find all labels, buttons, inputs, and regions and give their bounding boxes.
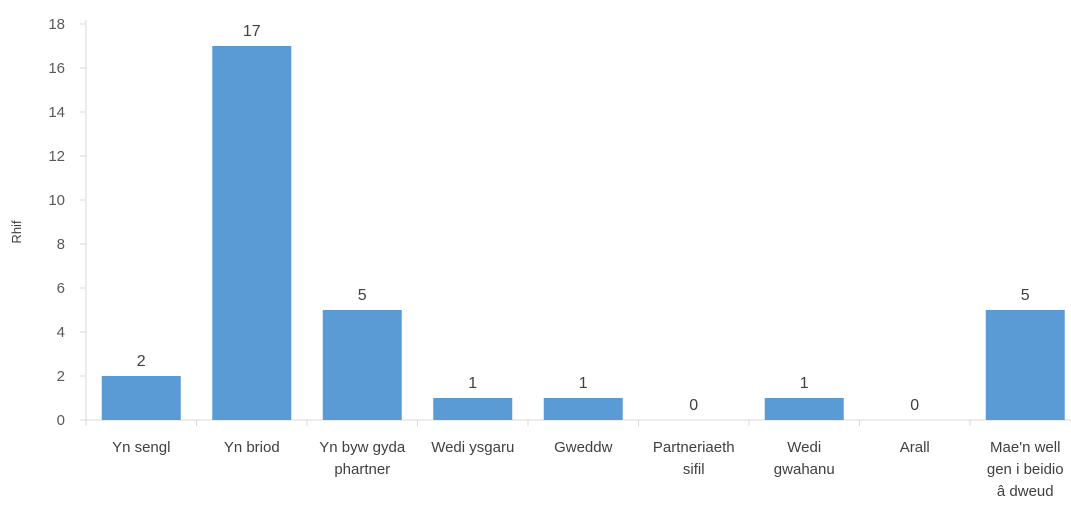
x-category-label: Wedi bbox=[787, 439, 821, 456]
bars bbox=[101, 46, 1065, 420]
bar bbox=[764, 398, 844, 420]
x-category-label: Yn byw gyda bbox=[319, 439, 406, 456]
bar-value-label: 5 bbox=[1021, 287, 1030, 304]
bar bbox=[985, 310, 1065, 420]
x-category-label: Yn sengl bbox=[112, 439, 170, 456]
y-axis-title: Rhif bbox=[9, 220, 24, 244]
bar bbox=[433, 398, 513, 420]
x-category-label: Yn briod bbox=[224, 439, 280, 456]
data-labels: 2 17 5 1 1 0 1 0 5 bbox=[137, 23, 1030, 414]
x-category-label: phartner bbox=[334, 461, 390, 478]
y-tick-label: 14 bbox=[48, 104, 65, 121]
y-tick-label: 6 bbox=[57, 280, 65, 297]
bar-value-label: 0 bbox=[689, 397, 698, 414]
x-category-label: sifil bbox=[683, 461, 705, 478]
x-axis bbox=[85, 419, 1071, 426]
category-labels: Yn sengl Yn briod Yn byw gyda phartner Wedi … bbox=[112, 439, 1064, 500]
y-axis: 0 2 4 6 8 10 12 14 16 18 bbox=[48, 16, 87, 429]
x-category-label: Wedi ysgaru bbox=[431, 439, 514, 456]
bar-value-label: 1 bbox=[579, 375, 588, 392]
x-category-label: Gweddw bbox=[554, 439, 613, 456]
bar bbox=[212, 46, 292, 420]
y-tick-label: 2 bbox=[57, 368, 65, 385]
y-tick-label: 18 bbox=[48, 16, 65, 33]
bar-value-label: 0 bbox=[910, 397, 919, 414]
bar bbox=[101, 376, 181, 420]
x-category-label: Arall bbox=[900, 439, 930, 456]
x-category-label: Mae'n well bbox=[990, 439, 1060, 456]
x-category-label: gen i beidio bbox=[987, 461, 1064, 478]
bar-value-label: 17 bbox=[243, 23, 261, 40]
y-tick-label: 0 bbox=[57, 412, 65, 429]
x-category-label: Partneriaeth bbox=[653, 439, 735, 456]
bar-value-label: 2 bbox=[137, 353, 146, 370]
bar bbox=[543, 398, 623, 420]
x-category-label: gwahanu bbox=[774, 461, 835, 478]
bar-value-label: 1 bbox=[800, 375, 809, 392]
bar-value-label: 5 bbox=[358, 287, 367, 304]
y-tick-label: 8 bbox=[57, 236, 65, 253]
y-tick-label: 4 bbox=[57, 324, 65, 341]
y-tick-label: 16 bbox=[48, 60, 65, 77]
x-category-label: â dweud bbox=[997, 483, 1054, 500]
bar bbox=[322, 310, 402, 420]
y-tick-label: 10 bbox=[48, 192, 65, 209]
y-tick-label: 12 bbox=[48, 148, 65, 165]
bar-value-label: 1 bbox=[468, 375, 477, 392]
